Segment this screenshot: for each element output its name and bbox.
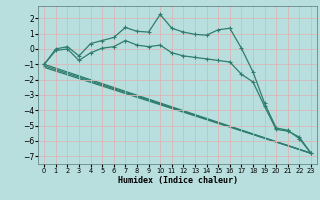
- X-axis label: Humidex (Indice chaleur): Humidex (Indice chaleur): [118, 176, 238, 185]
